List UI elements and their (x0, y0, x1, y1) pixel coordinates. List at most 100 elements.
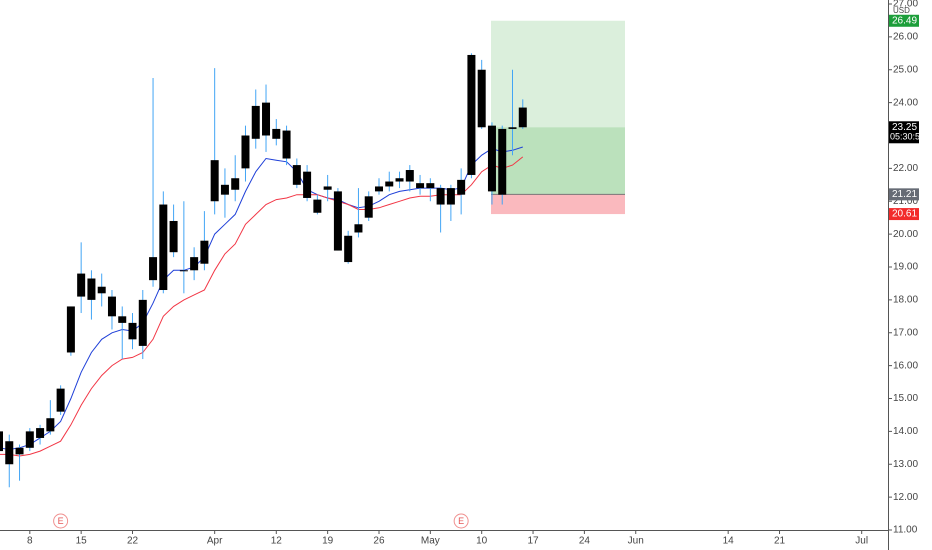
candle-body (200, 240, 209, 264)
moving-average (0, 146, 523, 451)
x-tick-label: 8 (27, 536, 33, 547)
candle-body (210, 160, 219, 202)
candle-body (457, 179, 466, 195)
candle-body (220, 184, 229, 195)
x-tick-label: 24 (579, 536, 591, 547)
x-tick-label: 19 (322, 536, 334, 547)
candle-body (159, 204, 168, 291)
x-tick-label: 17 (527, 536, 539, 547)
candle-body (426, 183, 435, 189)
y-tick-label: 16.00 (893, 360, 918, 371)
candle-body (36, 428, 45, 438)
candle-body (262, 102, 271, 136)
candle-body (487, 125, 496, 192)
y-tick-label: 11.00 (893, 525, 918, 536)
candle-body (354, 224, 363, 233)
candle-body (149, 257, 158, 281)
candle-body (190, 257, 199, 271)
candle-body (15, 447, 24, 455)
x-tick-label: 10 (476, 536, 488, 547)
candle-body (118, 316, 127, 323)
candle-body (231, 178, 240, 190)
candle-body (56, 388, 65, 412)
candle-body (333, 191, 342, 251)
candle-body (292, 165, 301, 185)
target-price-label: 26.49 (892, 15, 917, 26)
candle-body (323, 186, 332, 190)
candle-body (477, 69, 486, 128)
y-tick-label: 27.00 (893, 0, 918, 10)
event-marker (453, 513, 469, 529)
x-tick-label: 15 (76, 536, 88, 547)
y-tick-label: 19.00 (893, 262, 918, 273)
x-tick-label: Apr (207, 536, 223, 547)
candle-body (374, 186, 383, 192)
y-tick-label: 13.00 (893, 459, 918, 470)
x-tick-label: May (421, 536, 440, 547)
candle-body (179, 270, 188, 272)
candle-body (46, 418, 55, 432)
x-tick-label: Jun (628, 536, 644, 547)
candle-body (498, 128, 507, 195)
x-tick-label: 26 (373, 536, 385, 547)
candle-body (77, 273, 86, 297)
profit-zone (491, 127, 625, 195)
y-tick-label: 18.00 (893, 295, 918, 306)
y-tick-label: 24.00 (893, 97, 918, 108)
stop-zone (491, 194, 625, 215)
target-zone (491, 20, 625, 128)
event-label: E (58, 516, 64, 526)
y-tick-label: 17.00 (893, 327, 918, 338)
candle-body (416, 183, 425, 189)
candle-body (303, 171, 312, 198)
candle-body (251, 105, 260, 139)
stop-price-label: 20.61 (892, 209, 917, 220)
candle-body (446, 188, 455, 205)
entry-price-label: 21.21 (892, 189, 917, 200)
y-tick-label: 21.00 (893, 196, 918, 207)
currency-label: USD (893, 6, 910, 15)
y-tick-label: 20.00 (893, 229, 918, 240)
x-tick-label: 21 (774, 536, 786, 547)
candle-body (508, 127, 517, 129)
last-price-label-countdown: 05:30:55 (890, 132, 925, 142)
x-tick-label: 14 (723, 536, 735, 547)
candle-body (0, 431, 3, 452)
candle-body (87, 278, 96, 300)
candle-body (97, 286, 106, 294)
y-tick-label: 25.00 (893, 64, 918, 75)
stop-price-label-box (889, 208, 919, 221)
event-label: E (458, 516, 464, 526)
x-tick-label: 12 (271, 536, 283, 547)
candle-body (364, 196, 373, 218)
candle-body (128, 322, 137, 340)
y-tick-label: 15.00 (893, 393, 918, 404)
candle-body (272, 128, 281, 139)
y-tick-label: 22.00 (893, 163, 918, 174)
candle-body (395, 178, 404, 182)
candle-body (241, 135, 250, 169)
candle-body (405, 170, 414, 182)
candle-body (282, 130, 291, 159)
last-price-label: 23.25 (892, 122, 917, 133)
y-tick-label: 14.00 (893, 426, 918, 437)
candle-body (66, 306, 75, 353)
candle-body (436, 188, 445, 205)
y-tick-label: 12.00 (893, 492, 918, 503)
candle-body (313, 199, 322, 213)
moving-average (0, 156, 524, 457)
entry-price-label-box (889, 188, 919, 201)
candle-body (25, 431, 34, 448)
event-marker (53, 513, 69, 529)
x-tick-label: 22 (127, 536, 139, 547)
candle-body (385, 181, 394, 187)
candle-body (5, 441, 14, 465)
y-tick-label: 26.00 (893, 32, 918, 43)
target-price-label-box (889, 14, 919, 27)
candle-body (169, 220, 178, 253)
x-tick-label: Jul (855, 536, 868, 547)
last-price-label-box (889, 121, 919, 144)
